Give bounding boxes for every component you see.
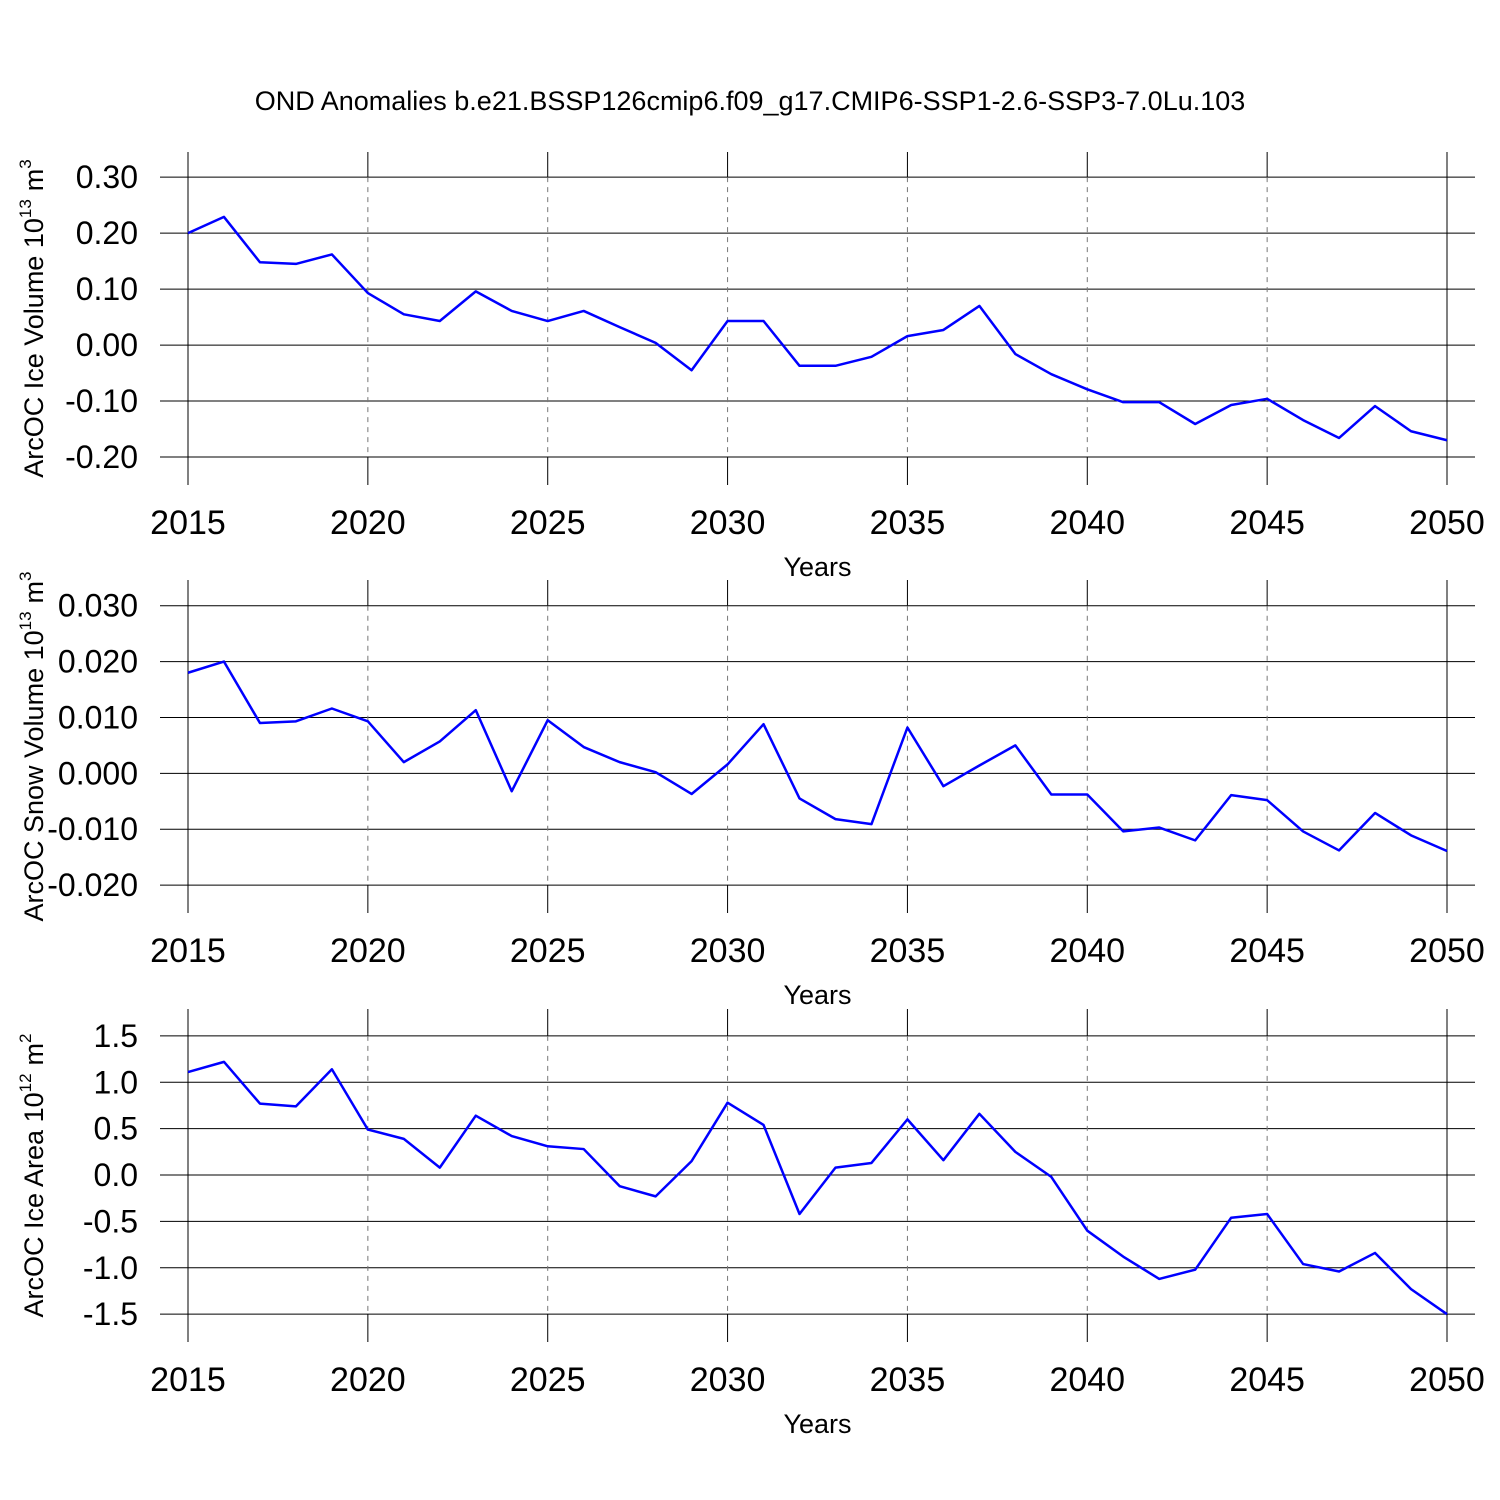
y-axis-label-part: m xyxy=(19,1043,49,1066)
y-tick-label: 0.10 xyxy=(76,271,138,307)
x-tick-label: 2020 xyxy=(330,504,406,542)
x-axis-label: Years xyxy=(783,980,851,1010)
y-tick-label: 0.20 xyxy=(76,215,138,251)
x-axis-label: Years xyxy=(783,552,851,582)
x-tick-label: 2040 xyxy=(1049,504,1125,542)
x-tick-label: 2035 xyxy=(870,932,946,970)
x-tick-label: 2035 xyxy=(870,504,946,542)
y-tick-label: -0.020 xyxy=(47,867,138,903)
y-tick-label: -0.5 xyxy=(83,1203,138,1239)
x-tick-label: 2030 xyxy=(690,932,766,970)
x-tick-label: 2025 xyxy=(510,1361,586,1399)
data-line xyxy=(187,1060,1448,1316)
x-tick-label: 2050 xyxy=(1409,504,1485,542)
y-tick-label: -0.10 xyxy=(65,383,138,419)
x-tick-label: 2045 xyxy=(1229,932,1305,970)
y-axis-label: ArcOC Ice Area 1012 m2 xyxy=(16,1034,49,1318)
x-tick-label: 2015 xyxy=(150,504,226,542)
y-tick-label: 1.0 xyxy=(94,1064,138,1100)
y-tick-label: 0.0 xyxy=(94,1157,138,1193)
x-tick-label: 2030 xyxy=(690,504,766,542)
y-tick-label: -1.5 xyxy=(83,1296,138,1332)
x-tick-label: 2015 xyxy=(150,932,226,970)
x-axis-label: Years xyxy=(783,1409,851,1439)
y-axis-label: ArcOC Snow Volume 1013 m3 xyxy=(16,571,49,921)
x-tick-label: 2040 xyxy=(1049,1361,1125,1399)
y-axis-label-part: m xyxy=(19,581,49,604)
x-tick-label: 2020 xyxy=(330,1361,406,1399)
x-tick-label: 2040 xyxy=(1049,932,1125,970)
y-axis-label-exponent: 3 xyxy=(16,571,35,580)
y-axis-label-exponent: 12 xyxy=(16,1073,35,1092)
y-tick-label: -0.010 xyxy=(47,811,138,847)
x-tick-label: 2025 xyxy=(510,504,586,542)
x-tick-label: 2050 xyxy=(1409,932,1485,970)
y-tick-label: -1.0 xyxy=(83,1250,138,1286)
y-tick-label: 0.000 xyxy=(58,755,138,791)
y-axis-label-part: m xyxy=(19,169,49,192)
x-tick-label: 2050 xyxy=(1409,1361,1485,1399)
y-axis-label-part: ArcOC Ice Area 10 xyxy=(19,1092,49,1317)
x-tick-label: 2035 xyxy=(870,1361,946,1399)
y-tick-label: 0.010 xyxy=(58,699,138,735)
y-axis-label-part: ArcOC Snow Volume 10 xyxy=(19,630,49,921)
y-axis-label-exponent: 13 xyxy=(16,611,35,630)
y-axis-label: ArcOC Ice Volume 1013 m3 xyxy=(16,159,49,478)
y-tick-label: 0.5 xyxy=(94,1111,138,1147)
y-axis-label-exponent: 13 xyxy=(16,199,35,218)
y-tick-label: 0.030 xyxy=(58,588,138,624)
y-tick-label: 0.020 xyxy=(58,644,138,680)
y-tick-label: -0.20 xyxy=(65,439,138,475)
x-tick-label: 2020 xyxy=(330,932,406,970)
y-tick-label: 1.5 xyxy=(94,1018,138,1054)
y-axis-label-exponent: 2 xyxy=(16,1034,35,1043)
y-tick-label: 0.00 xyxy=(76,327,138,363)
x-tick-label: 2045 xyxy=(1229,504,1305,542)
y-tick-label: 0.30 xyxy=(76,159,138,195)
y-axis-label-part: ArcOC Ice Volume 10 xyxy=(19,218,49,478)
x-tick-label: 2015 xyxy=(150,1361,226,1399)
x-tick-label: 2045 xyxy=(1229,1361,1305,1399)
x-tick-label: 2025 xyxy=(510,932,586,970)
x-tick-label: 2030 xyxy=(690,1361,766,1399)
data-line xyxy=(187,215,1448,442)
figure-title: OND Anomalies b.e21.BSSP126cmip6.f09_g17… xyxy=(255,86,1246,116)
data-line xyxy=(187,660,1448,853)
y-axis-label-exponent: 3 xyxy=(16,159,35,168)
